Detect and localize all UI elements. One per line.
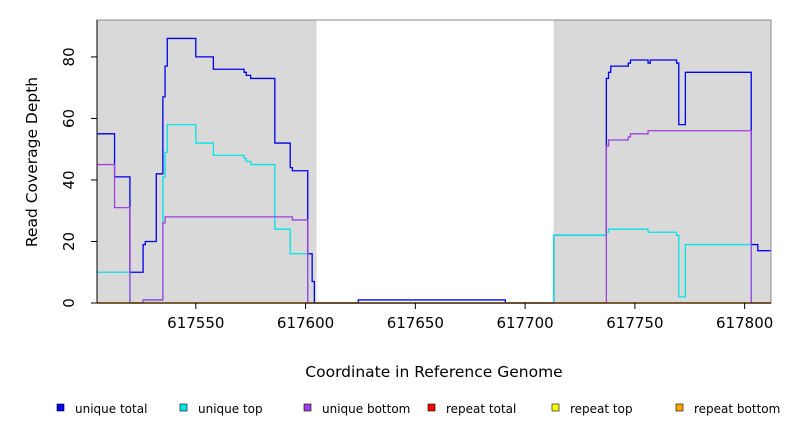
shaded-regions [97,20,771,303]
legend-swatch-unique-bottom [303,403,312,412]
y-axis: 0 20 40 60 80 [60,20,98,308]
x-tick-label: 617550 [167,314,224,332]
y-tick-label: 40 [60,170,78,189]
legend-label-unique-bottom: unique bottom [322,402,410,416]
legend-label-repeat-bottom: repeat bottom [694,402,780,416]
x-tick-label: 617650 [387,314,444,332]
legend: unique total unique top unique bottom repea… [56,402,780,416]
series-unique-total [97,37,771,304]
x-axis-title: Coordinate in Reference Genome [305,363,562,381]
legend-label-unique-total: unique total [75,402,147,416]
shaded-region-2 [553,20,771,303]
legend-label-repeat-top: repeat top [570,402,633,416]
legend-swatch-repeat-total [427,403,436,412]
y-axis-title: Read Coverage Depth [23,77,41,247]
legend-label-unique-top: unique top [198,402,263,416]
legend-swatch-repeat-bottom [675,403,684,412]
series-unique-top [97,123,771,304]
y-tick-label: 60 [60,109,78,128]
legend-label-repeat-total: repeat total [446,402,516,416]
y-tick-label: 80 [60,47,78,66]
legend-swatch-unique-top [179,403,188,412]
x-tick-label: 617700 [496,314,553,332]
x-tick-label: 617750 [606,314,663,332]
shaded-region-1 [97,20,317,303]
legend-swatch-unique-total [56,403,65,412]
x-tick-label: 617600 [277,314,334,332]
x-tick-label: 617800 [716,314,773,332]
y-tick-label: 20 [60,232,78,251]
y-tick-label: 0 [60,298,78,308]
x-axis: 617550 617600 617650 617700 617750 617800 [97,302,773,332]
legend-swatch-repeat-top [551,403,560,412]
